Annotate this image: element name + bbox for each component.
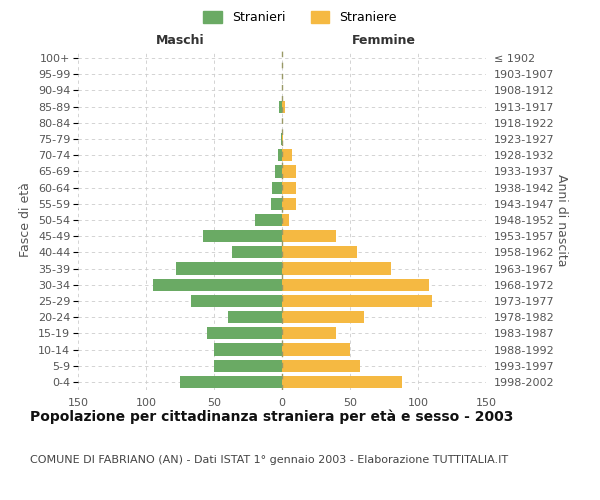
Bar [214,360,282,372]
Text: Femmine: Femmine [352,34,416,47]
Bar [282,182,296,194]
Bar [272,182,282,194]
Bar [282,246,357,258]
Bar [282,100,285,112]
Bar [282,376,401,388]
Bar [282,230,337,242]
Bar [278,149,282,162]
Bar [281,133,282,145]
Bar [227,311,282,323]
Legend: Stranieri, Straniere: Stranieri, Straniere [203,11,397,24]
Bar [282,198,296,210]
Bar [275,166,282,177]
Bar [207,328,282,340]
Bar [282,166,296,177]
Bar [282,278,429,291]
Bar [176,262,282,274]
Bar [191,295,282,307]
Bar [180,376,282,388]
Y-axis label: Fasce di età: Fasce di età [19,182,32,258]
Y-axis label: Anni di nascita: Anni di nascita [555,174,568,266]
Bar [232,246,282,258]
Bar [203,230,282,242]
Text: Popolazione per cittadinanza straniera per età e sesso - 2003: Popolazione per cittadinanza straniera p… [30,410,514,424]
Bar [282,360,359,372]
Text: Maschi: Maschi [155,34,205,47]
Bar [282,311,364,323]
Bar [282,328,337,340]
Bar [282,149,292,162]
Bar [282,214,289,226]
Bar [282,262,391,274]
Bar [282,344,350,355]
Bar [282,295,431,307]
Bar [282,133,283,145]
Bar [153,278,282,291]
Bar [255,214,282,226]
Bar [271,198,282,210]
Bar [214,344,282,355]
Text: COMUNE DI FABRIANO (AN) - Dati ISTAT 1° gennaio 2003 - Elaborazione TUTTITALIA.I: COMUNE DI FABRIANO (AN) - Dati ISTAT 1° … [30,455,508,465]
Bar [279,100,282,112]
